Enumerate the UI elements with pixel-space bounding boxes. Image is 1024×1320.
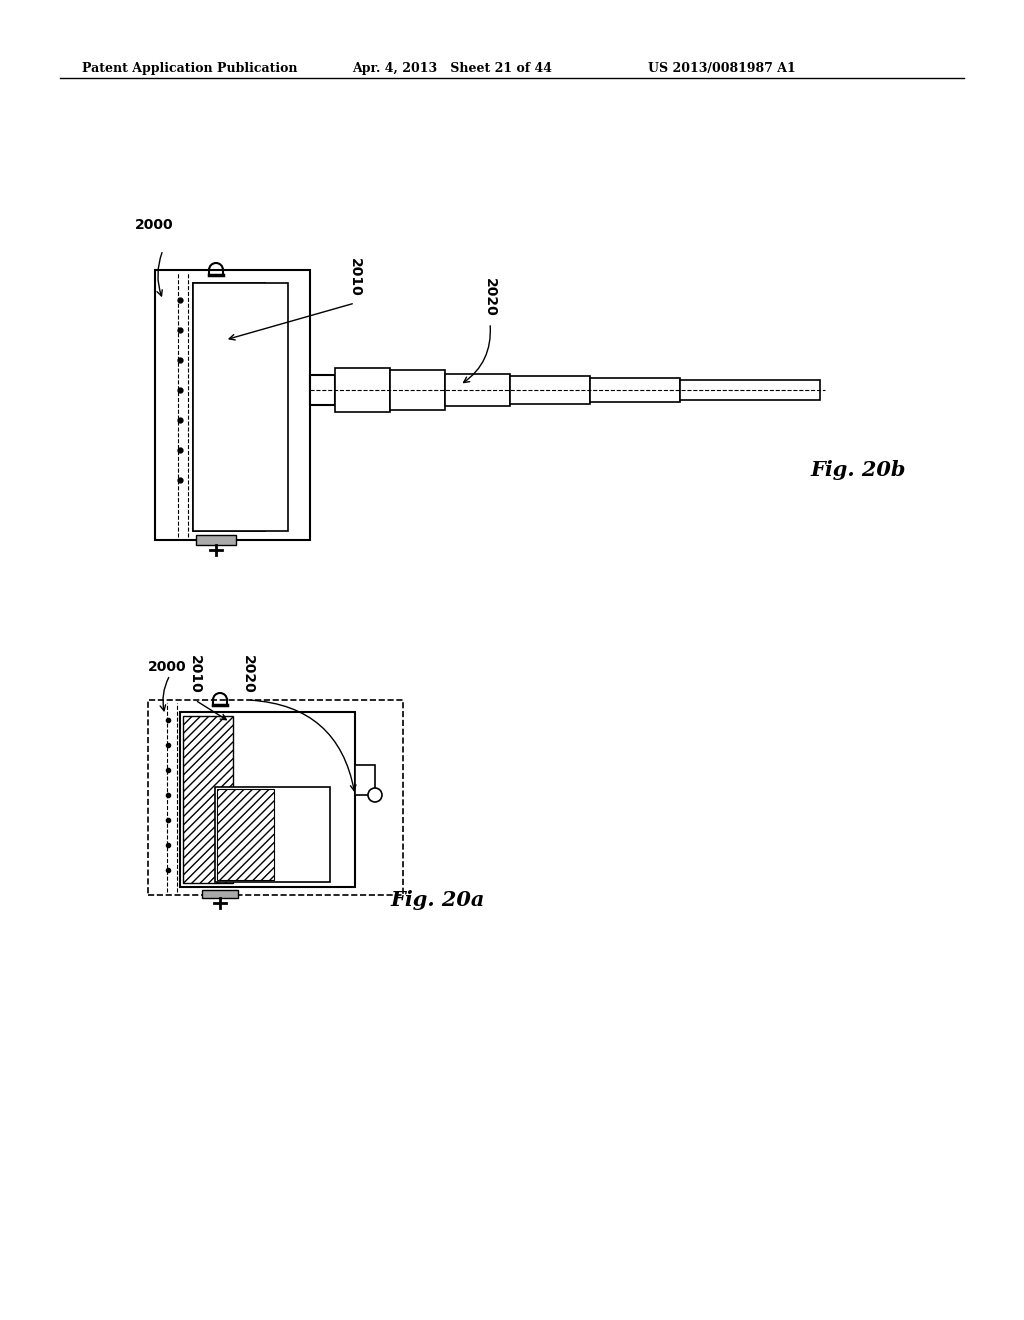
Bar [180, 711, 355, 887]
Bar [680, 380, 820, 400]
Bar [390, 370, 445, 411]
Bar [193, 282, 265, 531]
Bar [355, 766, 375, 795]
Bar [183, 715, 233, 883]
Bar [590, 378, 680, 403]
Text: 2010: 2010 [348, 257, 362, 297]
Text: Fig. 20a: Fig. 20a [390, 890, 484, 909]
Text: 2020: 2020 [241, 655, 255, 694]
Text: Apr. 4, 2013   Sheet 21 of 44: Apr. 4, 2013 Sheet 21 of 44 [352, 62, 552, 75]
Bar [215, 787, 330, 882]
Text: 2000: 2000 [148, 660, 186, 675]
Bar [202, 890, 238, 898]
Bar [155, 271, 310, 540]
Circle shape [368, 788, 382, 803]
Bar [510, 376, 590, 404]
Text: Fig. 20b: Fig. 20b [810, 459, 905, 480]
Bar [193, 282, 288, 531]
Bar [196, 535, 236, 545]
Bar [445, 374, 510, 407]
Bar [217, 789, 274, 880]
Text: US 2013/0081987 A1: US 2013/0081987 A1 [648, 62, 796, 75]
Text: 2000: 2000 [135, 218, 174, 232]
Bar [335, 368, 390, 412]
Text: 2010: 2010 [188, 655, 202, 694]
Text: Patent Application Publication: Patent Application Publication [82, 62, 298, 75]
Bar [310, 375, 335, 405]
Text: 2020: 2020 [483, 279, 497, 317]
Bar [148, 700, 403, 895]
